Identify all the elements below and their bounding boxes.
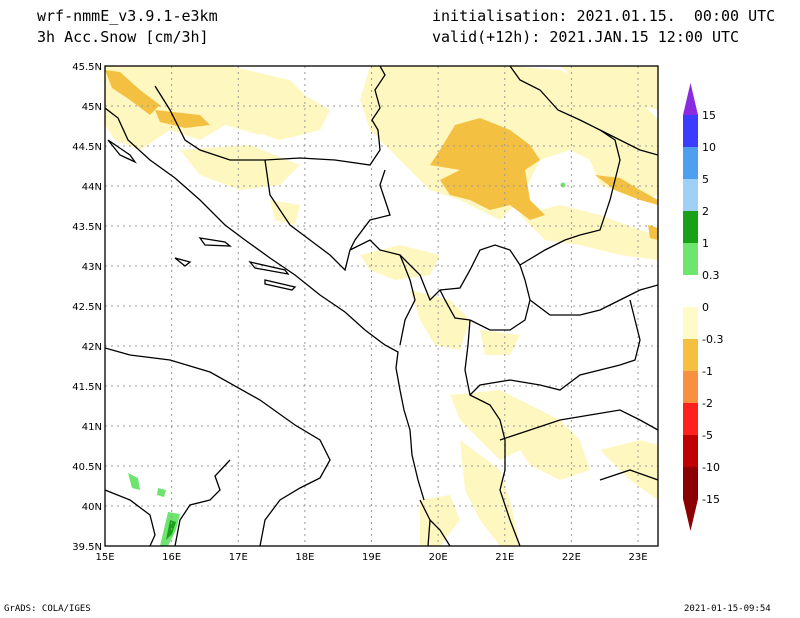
- colorbar-segment: [683, 403, 698, 435]
- lon-tick-label: 18E: [295, 552, 314, 563]
- colorbar-label: -15: [702, 493, 720, 506]
- lat-tick-label: 45N: [82, 102, 102, 113]
- colorbar-segment: [683, 147, 698, 179]
- lon-tick-label: 23E: [628, 552, 647, 563]
- lat-tick-label: 39.5N: [72, 542, 102, 553]
- lat-tick-label: 43.5N: [72, 222, 102, 233]
- colorbar-label: 10: [702, 141, 716, 154]
- lat-tick-labels: 45.5N 45N 44.5N 44N 43.5N 43N 42.5N 42N 41.5N 41N…: [72, 62, 102, 553]
- colorbar-label: 2: [702, 205, 709, 218]
- lat-tick-label: 42.5N: [72, 302, 102, 313]
- colorbar-segment: [683, 275, 698, 307]
- valid-time: valid(+12h): 2021.JAN.15 12:00 UTC: [432, 28, 740, 46]
- lat-tick-label: 44.5N: [72, 142, 102, 153]
- lat-tick-label: 40.5N: [72, 462, 102, 473]
- colorbar-label: -5: [702, 429, 713, 442]
- colorbar-label: 1: [702, 237, 709, 250]
- footer-timestamp: 2021-01-15-09:54: [684, 604, 771, 614]
- colorbar-segment: [683, 243, 698, 275]
- colorbar-segment: [683, 211, 698, 243]
- colorbar-segment: [683, 307, 698, 339]
- model-title: wrf-nmmE_v3.9.1-e3km: [37, 7, 218, 25]
- map-frame: [104, 65, 659, 547]
- lat-tick-label: 41.5N: [72, 382, 102, 393]
- lon-tick-label: 19E: [362, 552, 381, 563]
- colorbar-label: -2: [702, 397, 713, 410]
- colorbar-label: -1: [702, 365, 713, 378]
- colorbar-bottom-arrow: [683, 499, 698, 531]
- colorbar-label: 15: [702, 109, 716, 122]
- colorbar: 15 10 5 2 1 0.3 0 -0.3 -1 -2 -5 -10 -15: [683, 83, 723, 531]
- colorbar-segment: [683, 467, 698, 499]
- colorbar-segment: [683, 435, 698, 467]
- lat-tick-label: 43N: [82, 262, 102, 273]
- lon-tick-label: 16E: [162, 552, 181, 563]
- colorbar-segment: [683, 179, 698, 211]
- boundaries: [105, 66, 658, 546]
- field-title: 3h Acc.Snow [cm/3h]: [37, 28, 209, 46]
- colorbar-label: 0: [702, 301, 709, 314]
- colorbar-label: -10: [702, 461, 720, 474]
- colorbar-segment: [683, 115, 698, 147]
- snow-shading: [105, 66, 658, 546]
- colorbar-segment: [683, 371, 698, 403]
- colorbar-segment: [683, 339, 698, 371]
- lat-tick-label: 44N: [82, 182, 102, 193]
- lat-tick-label: 45.5N: [72, 62, 102, 73]
- lat-lon-grid: [105, 66, 658, 546]
- colorbar-label: 0.3: [702, 269, 720, 282]
- lon-tick-label: 17E: [229, 552, 248, 563]
- lon-tick-label: 15E: [95, 552, 114, 563]
- lon-tick-label: 20E: [429, 552, 448, 563]
- colorbar-top-arrow: [683, 83, 698, 115]
- lat-tick-label: 42N: [82, 342, 102, 353]
- lat-tick-label: 40N: [82, 502, 102, 513]
- colorbar-label: -0.3: [702, 333, 723, 346]
- colorbar-label: 5: [702, 173, 709, 186]
- lat-tick-label: 41N: [82, 422, 102, 433]
- init-time: initialisation: 2021.01.15. 00:00 UTC: [432, 7, 776, 25]
- lon-tick-label: 21E: [495, 552, 514, 563]
- lon-tick-labels: 15E 16E 17E 18E 19E 20E 21E 22E 23E: [95, 552, 647, 563]
- lon-tick-label: 22E: [562, 552, 581, 563]
- footer-credit: GrADS: COLA/IGES: [4, 604, 91, 614]
